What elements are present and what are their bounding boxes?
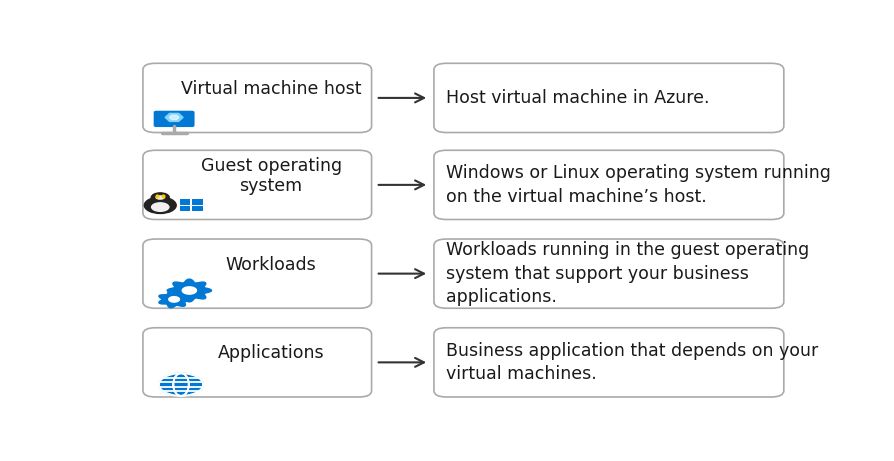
Text: Applications: Applications: [218, 344, 325, 362]
Bar: [180, 200, 190, 205]
FancyBboxPatch shape: [434, 239, 784, 308]
Text: Virtual machine host: Virtual machine host: [181, 80, 361, 98]
FancyBboxPatch shape: [143, 63, 372, 132]
FancyBboxPatch shape: [143, 328, 372, 397]
Polygon shape: [169, 296, 180, 302]
Text: Guest operating
system: Guest operating system: [200, 157, 342, 195]
Circle shape: [151, 193, 169, 202]
Polygon shape: [159, 291, 190, 307]
Text: Host virtual machine in Azure.: Host virtual machine in Azure.: [446, 89, 710, 107]
Circle shape: [144, 197, 176, 213]
FancyBboxPatch shape: [434, 150, 784, 219]
Polygon shape: [159, 373, 203, 396]
Text: Workloads running in the guest operating
system that support your business
appli: Workloads running in the guest operating…: [446, 241, 810, 306]
FancyBboxPatch shape: [143, 150, 372, 219]
Text: Windows or Linux operating system running
on the virtual machine’s host.: Windows or Linux operating system runnin…: [446, 164, 831, 206]
Bar: [192, 206, 203, 211]
FancyBboxPatch shape: [154, 111, 195, 127]
Polygon shape: [165, 113, 183, 121]
Text: Workloads: Workloads: [225, 256, 316, 274]
Text: Business application that depends on your
virtual machines.: Business application that depends on you…: [446, 342, 819, 383]
Ellipse shape: [151, 202, 170, 212]
Polygon shape: [182, 287, 197, 294]
Ellipse shape: [156, 195, 165, 200]
Bar: [180, 206, 190, 211]
Polygon shape: [167, 279, 212, 302]
FancyBboxPatch shape: [143, 239, 372, 308]
FancyBboxPatch shape: [434, 328, 784, 397]
FancyBboxPatch shape: [434, 63, 784, 132]
Bar: [192, 200, 203, 205]
Polygon shape: [169, 115, 179, 119]
